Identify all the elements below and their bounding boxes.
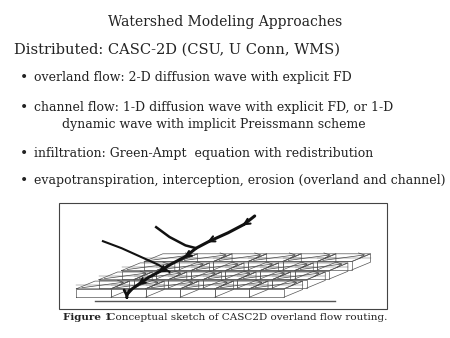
Text: •: • [20, 101, 28, 115]
Text: •: • [20, 174, 28, 188]
Text: evapotranspiration, interception, erosion (overland and channel): evapotranspiration, interception, erosio… [34, 174, 445, 187]
Text: Distributed: CASC-2D (CSU, U Conn, WMS): Distributed: CASC-2D (CSU, U Conn, WMS) [14, 42, 339, 56]
Text: overland flow: 2-D diffusion wave with explicit FD: overland flow: 2-D diffusion wave with e… [34, 71, 351, 84]
Text: •: • [20, 71, 28, 85]
Bar [58, 203, 387, 309]
Text: Conceptual sketch of CASC2D overland flow routing.: Conceptual sketch of CASC2D overland flo… [101, 313, 387, 322]
Text: Watershed Modeling Approaches: Watershed Modeling Approaches [108, 15, 342, 29]
Text: •: • [20, 147, 28, 161]
Text: infiltration: Green-Ampt  equation with redistribution: infiltration: Green-Ampt equation with r… [34, 147, 373, 160]
Text: Figure 1: Figure 1 [63, 313, 112, 322]
Text: channel flow: 1-D diffusion wave with explicit FD, or 1-D
       dynamic wave wi: channel flow: 1-D diffusion wave with ex… [34, 101, 393, 131]
